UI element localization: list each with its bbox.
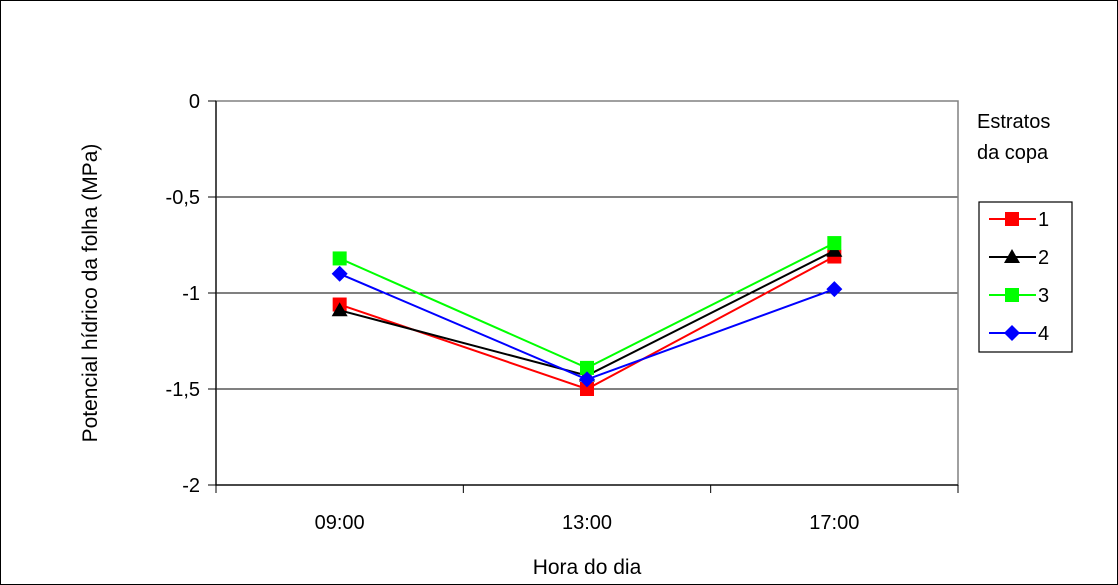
data-point (579, 371, 595, 388)
y-tick-label: -2 (182, 475, 200, 497)
data-point (826, 281, 843, 298)
x-tick-label: 17:00 (809, 512, 859, 534)
y-axis-ticks: 0 -0,5 -1 -1,5 -2 (166, 91, 216, 497)
y-tick-label: -1 (182, 283, 200, 305)
legend-label: 1 (1038, 209, 1049, 231)
data-point (331, 265, 348, 282)
legend-item-4: 4 (989, 323, 1049, 345)
grid-lines (216, 196, 958, 390)
data-point (580, 382, 594, 396)
series-line (339, 249, 835, 377)
y-axis-title: Potencial hídrico da folha (MPa) (79, 144, 102, 443)
series-4 (331, 265, 843, 388)
data-point (332, 251, 347, 266)
series-2 (331, 242, 843, 382)
legend-item-2: 2 (989, 247, 1049, 269)
data-point (331, 302, 348, 317)
y-tick-label: -0,5 (166, 187, 200, 209)
legend-title-line-2: da copa (977, 142, 1049, 164)
data-point (827, 236, 842, 251)
data-point (580, 360, 594, 375)
legend-item-1: 1 (989, 209, 1049, 231)
legend-marker (1005, 288, 1019, 302)
series-group (331, 236, 843, 396)
legend-marker (1004, 249, 1020, 263)
x-axis-ticks: 09:00 13:00 17:00 (215, 101, 959, 534)
legend-label: 2 (1038, 247, 1049, 269)
series-3 (332, 236, 842, 375)
x-axis-title: Hora do dia (533, 556, 642, 579)
legend: Estratos da copa 1 2 3 4 (977, 111, 1073, 353)
legend-label: 3 (1038, 285, 1049, 307)
y-tick-label: 0 (189, 91, 200, 113)
x-tick-label: 09:00 (315, 512, 365, 534)
legend-box (978, 201, 1073, 353)
legend-label: 4 (1038, 323, 1049, 345)
legend-marker (1005, 212, 1019, 226)
legend-item-3: 3 (989, 285, 1049, 307)
legend-items: 1 2 3 4 (989, 209, 1049, 345)
legend-title-line-1: Estratos (977, 111, 1050, 133)
legend-marker (1004, 325, 1020, 341)
y-tick-label: -1,5 (166, 379, 200, 401)
x-tick-label: 13:00 (562, 512, 612, 534)
